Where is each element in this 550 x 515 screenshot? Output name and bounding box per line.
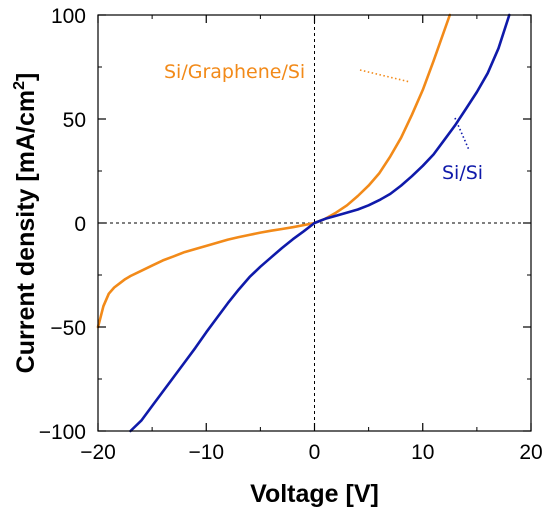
series-layer <box>96 13 511 433</box>
x-tick-label: 20 <box>519 441 542 464</box>
y-tick-label: 0 <box>74 213 86 236</box>
plot-frame <box>97 14 532 432</box>
y-tick-label: 100 <box>51 5 86 28</box>
leader-line-si-si <box>454 117 470 151</box>
y-tick-label: −100 <box>39 421 86 444</box>
y-axis-title-close: ] <box>12 73 40 81</box>
x-tick-label: 0 <box>309 441 321 464</box>
series-line-si-si <box>129 13 511 433</box>
series-line-si-graphene-si <box>96 13 452 329</box>
y-axis-title: Current density [mA/cm2] <box>11 73 40 374</box>
y-tick-label: 50 <box>63 109 86 132</box>
series-label-si-si: Si/Si <box>442 162 483 184</box>
x-tick-label: −10 <box>188 441 224 464</box>
annotation-layer: Si/Graphene/Si Si/Si <box>164 61 483 184</box>
x-tick-label: 10 <box>411 441 434 464</box>
series-label-graphene: Si/Graphene/Si <box>164 61 305 83</box>
y-axis-title-superscript: 2 <box>11 81 28 90</box>
x-tick-label: −20 <box>80 441 116 464</box>
leader-line-graphene <box>359 69 411 83</box>
y-axis-title-main: Current density [mA/cm <box>12 90 40 373</box>
y-tick-label: −50 <box>50 317 86 340</box>
x-axis-title: Voltage [V] <box>250 480 379 508</box>
